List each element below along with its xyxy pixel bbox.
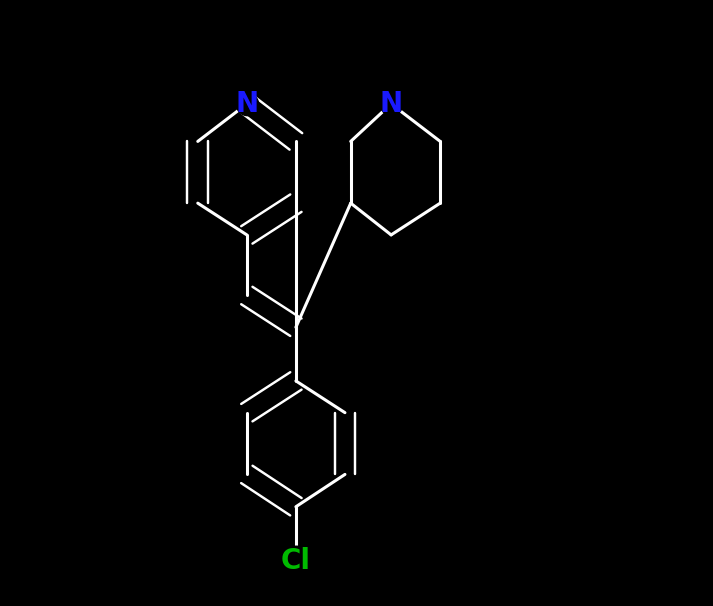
Text: N: N xyxy=(235,90,258,118)
Text: N: N xyxy=(379,90,403,118)
Text: Cl: Cl xyxy=(281,547,311,575)
